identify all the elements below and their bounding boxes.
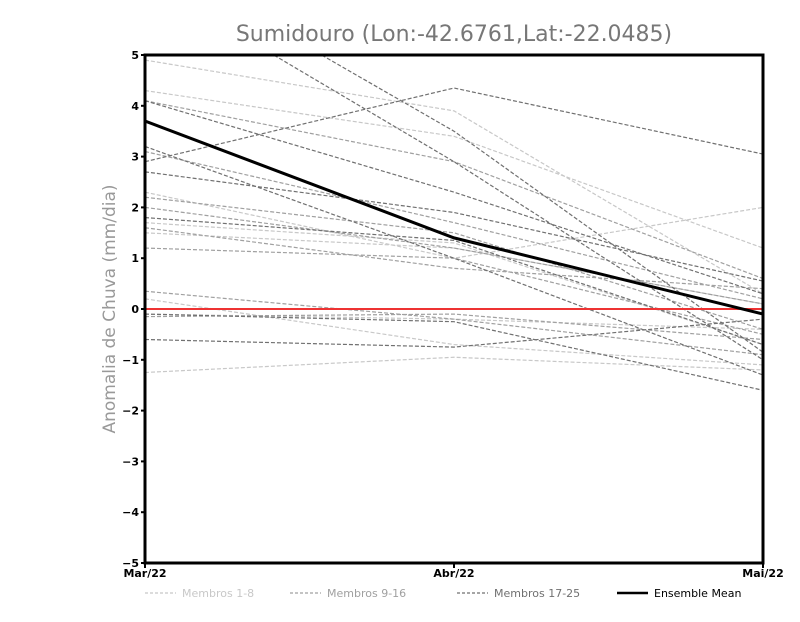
member-series-line xyxy=(145,222,763,346)
member-series-line xyxy=(145,87,763,163)
member-series-line xyxy=(145,313,763,391)
member-series-line xyxy=(145,216,763,346)
member-series-line xyxy=(145,227,763,290)
legend-label: Membros 1-8 xyxy=(182,587,254,600)
y-tick-label: −4 xyxy=(122,506,139,519)
x-tick-label: Mar/22 xyxy=(123,567,166,580)
y-tick-label: −2 xyxy=(122,405,139,418)
member-series-line xyxy=(145,318,763,348)
y-tick-label: 3 xyxy=(131,151,139,164)
chart-title: Sumidouro (Lon:-42.6761,Lat:-22.0485) xyxy=(236,22,672,47)
legend-label: Ensemble Mean xyxy=(654,587,741,600)
member-series-line xyxy=(145,196,763,330)
member-series-line xyxy=(145,100,763,280)
member-series-line xyxy=(145,150,763,300)
legend-label: Membros 9-16 xyxy=(327,587,406,600)
member-series-line xyxy=(145,89,763,249)
member-series-line xyxy=(145,356,763,374)
y-tick-label: 0 xyxy=(131,303,139,316)
member-series-line xyxy=(145,232,763,305)
x-tick-label: Abr/22 xyxy=(433,567,474,580)
member-series-line xyxy=(145,298,763,366)
member-series-line xyxy=(145,206,763,305)
member-series-line xyxy=(145,313,763,341)
y-tick-label: −1 xyxy=(122,354,139,367)
member-series-line xyxy=(145,247,763,335)
member-series-line xyxy=(145,100,763,295)
y-tick-label: −3 xyxy=(122,455,139,468)
y-axis-label: Anomalia de Chuva (mm/dia) xyxy=(100,184,120,433)
member-series-line xyxy=(272,55,763,361)
member-series-line xyxy=(145,145,763,376)
member-series-line xyxy=(145,59,763,295)
legend: Membros 1-8 Membros 9-16 Membros 17-25 Ense… xyxy=(145,587,741,600)
x-tick-label: Mai/22 xyxy=(742,567,783,580)
series-layer xyxy=(145,55,763,391)
y-tick-label: 4 xyxy=(131,100,139,113)
y-tick-label: 2 xyxy=(131,201,139,214)
member-series-line xyxy=(145,290,763,356)
legend-label: Membros 17-25 xyxy=(494,587,580,600)
member-series-line xyxy=(320,55,763,353)
y-tick-label: −5 xyxy=(122,557,139,570)
y-tick-label: 5 xyxy=(131,49,139,62)
y-tick-label: 1 xyxy=(131,252,139,265)
member-series-line xyxy=(145,171,763,282)
ensemble-mean-line xyxy=(145,119,763,316)
